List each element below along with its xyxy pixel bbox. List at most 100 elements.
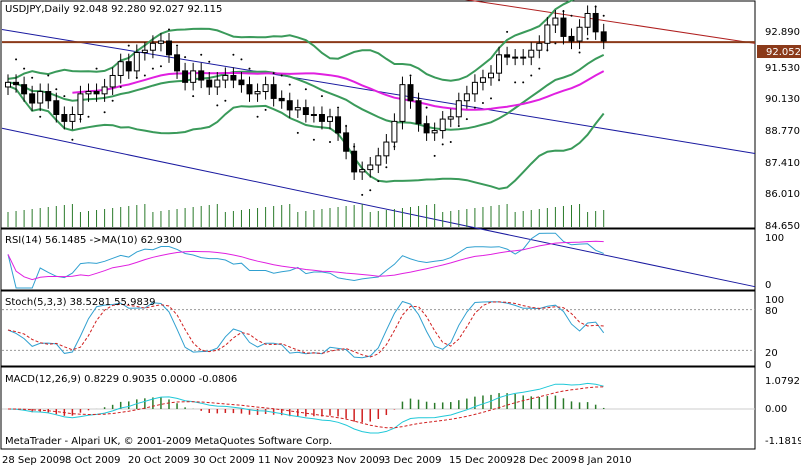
bear-candle (238, 79, 245, 86)
sar-dot (15, 58, 18, 61)
main-header: USDJPY,Daily 92.048 92.280 92.027 92.115 (5, 4, 222, 15)
sar-dot (143, 74, 146, 77)
bear-candle (286, 100, 293, 111)
sar-dot (264, 108, 267, 111)
sar-dot (522, 81, 525, 84)
bear-candle (351, 150, 358, 173)
bull-candle (310, 114, 317, 116)
sar-dot (280, 74, 283, 77)
channel-lower-line (1, 127, 756, 288)
bear-candle (407, 84, 414, 102)
bear-candle (423, 123, 430, 134)
sar-dot (119, 85, 122, 88)
bull-candle (157, 40, 164, 44)
sar-dot (224, 99, 227, 102)
bull-candle (399, 84, 406, 122)
price-tick: 84.650 (765, 221, 800, 232)
bear-candle (61, 114, 68, 122)
sar-dot (248, 67, 251, 70)
bull-candle (109, 74, 116, 88)
bear-candle (343, 132, 350, 152)
bull-candle (496, 54, 503, 74)
bull-candle (327, 116, 333, 122)
bear-candle (182, 70, 189, 83)
sar-dot (288, 83, 291, 86)
sar-dot (329, 141, 331, 144)
sar-dot (433, 154, 436, 157)
bear-candle (270, 84, 277, 99)
bear-candle (206, 79, 213, 88)
bull-candle (383, 141, 390, 157)
bull-candle (190, 70, 197, 83)
sar-dot (55, 88, 58, 91)
sar-dot (514, 81, 517, 84)
bear-candle (504, 54, 511, 58)
bollinger-lower (7, 84, 605, 190)
sar-dot (216, 104, 219, 107)
bollinger-upper (7, 0, 575, 82)
sar-dot (441, 143, 444, 146)
bull-candle (536, 42, 543, 51)
current-price-badge (757, 45, 801, 58)
bull-candle (69, 114, 76, 122)
sar-dot (240, 58, 243, 61)
x-tick-label: 28 Dec 2009 (513, 455, 577, 466)
bear-candle (53, 100, 60, 115)
price-tick: 92.890 (765, 27, 800, 38)
sar-dot (31, 76, 34, 79)
sar-dot (47, 74, 50, 77)
bear-candle (198, 70, 205, 81)
bear-candle (29, 93, 36, 104)
price-tick: 91.530 (765, 63, 800, 74)
bull-candle (149, 42, 156, 51)
sar-dot (23, 67, 26, 70)
bull-candle (488, 72, 494, 79)
bull-candle (512, 56, 519, 59)
sar-dot (465, 118, 468, 121)
sar-dot (425, 106, 428, 109)
sar-dot (159, 65, 162, 68)
rsi-tick: 100 (765, 233, 784, 244)
sar-dot (296, 131, 299, 134)
bear-candle (246, 84, 253, 95)
x-tick-label: 23 Nov 2009 (321, 455, 385, 466)
sar-dot (602, 14, 605, 17)
x-axis: 28 Sep 2009 8 Oct 2009 20 Oct 2009 30 Oc… (2, 455, 632, 466)
bear-candle (13, 81, 20, 86)
rsi-line (7, 232, 604, 289)
sar-dot (377, 180, 380, 183)
sar-dot (409, 74, 412, 77)
price-tick: 86.010 (765, 189, 800, 200)
macd-tick: 0.00 (765, 404, 787, 415)
bear-candle (278, 97, 285, 102)
bull-candle (254, 91, 261, 95)
bull-candle (214, 79, 221, 88)
macd-chart-layer (2, 382, 755, 434)
bear-candle (592, 12, 599, 33)
stoch-tick: 80 (765, 306, 778, 317)
sar-dot (361, 193, 364, 196)
bull-candle (576, 26, 583, 42)
sar-dot (200, 53, 203, 56)
bull-candle (294, 107, 301, 111)
sar-dot (506, 30, 509, 33)
sar-dot (63, 95, 66, 98)
sar-dot (87, 115, 90, 118)
sar-dot (538, 67, 541, 70)
sar-dot (111, 99, 114, 102)
x-tick-label: 11 Nov 2009 (258, 455, 322, 466)
price-tick: 88.770 (765, 126, 800, 137)
sar-dot (95, 67, 98, 70)
bear-candle (21, 84, 28, 95)
sar-dot (337, 106, 340, 109)
bull-candle (431, 130, 438, 134)
bull-candle (101, 86, 108, 95)
sar-dot (530, 74, 533, 77)
x-tick-label: 28 Sep 2009 (2, 455, 65, 466)
macd-tick: -1.1819 (765, 436, 801, 447)
bear-candle (318, 114, 325, 122)
bull-candle (552, 17, 559, 26)
rsi-chart-layer (7, 232, 604, 289)
